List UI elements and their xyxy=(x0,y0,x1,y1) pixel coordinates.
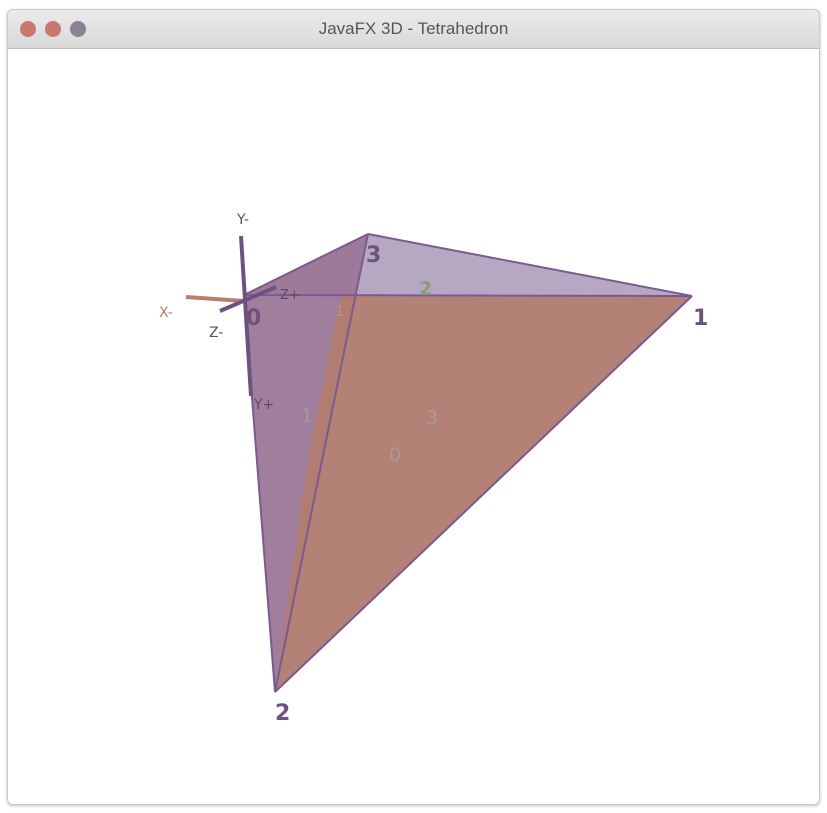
close-button[interactable] xyxy=(20,21,36,37)
app-window: JavaFX 3D - Tetrahedron Y- X- xyxy=(7,9,820,805)
edge-0-3 xyxy=(243,233,369,296)
edges xyxy=(243,233,693,693)
face-label-3: 3 xyxy=(426,407,438,429)
vertex-label-2: 2 xyxy=(275,701,290,726)
vertex-label-1: 1 xyxy=(693,306,708,331)
window-title: JavaFX 3D - Tetrahedron xyxy=(318,19,509,38)
zoom-button[interactable] xyxy=(70,21,86,37)
minimize-button[interactable] xyxy=(45,21,61,37)
y-axis xyxy=(239,235,253,397)
tetrahedron-canvas[interactable]: Y- X- Z- Z+ Y+ 0 1 2 3 0 1 2 3 1 xyxy=(8,49,819,804)
edge-3-2 xyxy=(274,233,369,693)
edge-0-1 xyxy=(243,294,693,297)
axis-label-y-plus: Y+ xyxy=(253,397,274,413)
axis-label-z-minus: Z- xyxy=(209,325,223,341)
title-bar[interactable]: JavaFX 3D - Tetrahedron xyxy=(8,10,819,49)
z-axis xyxy=(219,285,277,313)
axis-label-x-minus: X- xyxy=(159,305,173,321)
edge-3-1 xyxy=(367,233,693,297)
axis-label-y-minus: Y- xyxy=(236,212,249,228)
face-label-1: 1 xyxy=(301,405,313,427)
3d-scene[interactable]: Y- X- Z- Z+ Y+ 0 1 2 3 0 1 2 3 1 xyxy=(8,49,819,804)
x-axis xyxy=(185,295,245,303)
face-label-2: 2 xyxy=(419,278,432,300)
vertex-label-0: 0 xyxy=(246,306,261,331)
edge-1-2 xyxy=(274,295,693,693)
axis-label-z-plus: Z+ xyxy=(280,288,300,303)
vertex-label-3: 3 xyxy=(366,243,381,268)
hidden-face-marker: 1 xyxy=(335,302,345,320)
face-label-0: 0 xyxy=(389,444,401,466)
